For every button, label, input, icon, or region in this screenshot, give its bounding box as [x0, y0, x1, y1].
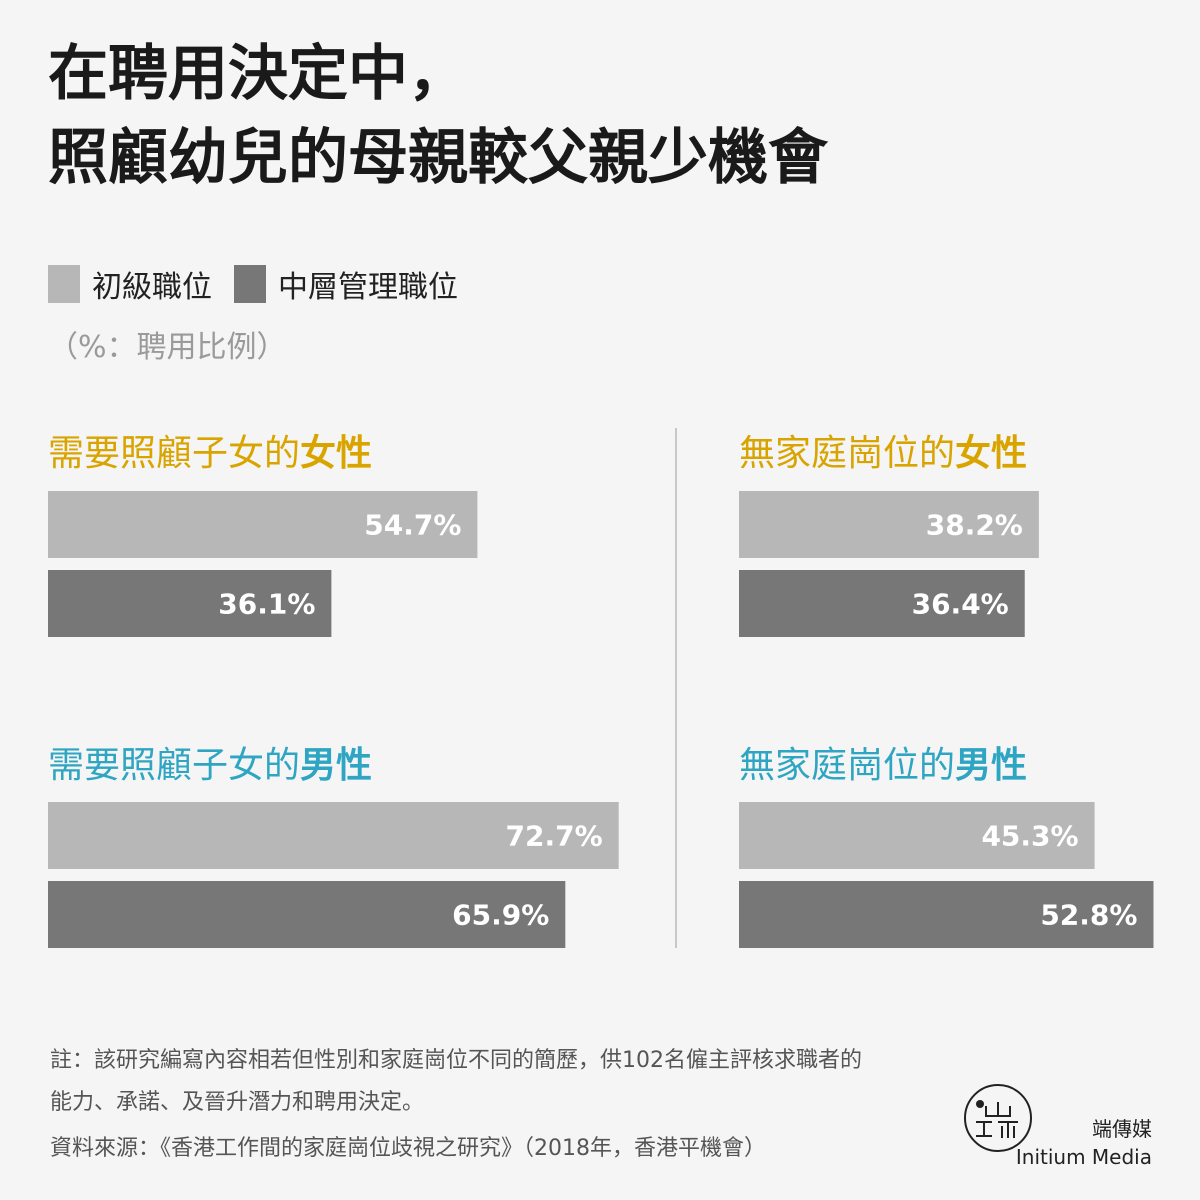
unit-label: （%：聘用比例）	[48, 330, 287, 365]
bar-0-1	[48, 570, 332, 637]
panel-title-emph-3: 男性	[955, 745, 1027, 786]
source-text: 資料來源：《香港工作間的家庭崗位歧視之研究》（2018年，香港平機會）	[50, 1136, 766, 1161]
panel-title-prefix-1: 無家庭崗位的	[739, 433, 955, 474]
panel-title-1: 無家庭崗位的女性	[739, 433, 1027, 474]
panel-title-0: 需要照顧子女的女性	[48, 433, 372, 474]
brand-name-zh: 端傳媒	[1092, 1117, 1152, 1141]
footnote-line-1: 註：該研究編寫內容相若但性別和家庭崗位不同的簡歷，供102名僱主評核求職者的	[50, 1048, 862, 1073]
panel-title-emph-1: 女性	[955, 433, 1027, 474]
legend-label-junior: 初級職位	[92, 270, 212, 305]
footnote: 註：該研究編寫內容相若但性別和家庭崗位不同的簡歷，供102名僱主評核求職者的 能…	[50, 1040, 970, 1124]
initium-logo-icon	[964, 1084, 1032, 1152]
bar-0-0	[48, 491, 478, 558]
title-line-2: 照顧幼兒的母親較父親少機會	[48, 123, 828, 193]
legend-item-middle: 中層管理職位	[234, 262, 458, 306]
bar-1-0	[739, 491, 1039, 558]
page-title: 在聘用決定中， 照顧幼兒的母親較父親少機會	[48, 32, 828, 200]
bar-3-0	[739, 802, 1095, 869]
footnote-line-2: 能力、承諾、及晉升潛力和聘用決定。	[50, 1090, 425, 1115]
legend-label-middle: 中層管理職位	[278, 270, 458, 305]
legend-swatch-middle	[234, 265, 266, 303]
bar-3-1	[739, 881, 1154, 948]
brand: 端傳媒 Initium Media	[1016, 1115, 1152, 1171]
panel-title-2: 需要照顧子女的男性	[48, 745, 372, 786]
panel-title-prefix-0: 需要照顧子女的	[48, 433, 300, 474]
panel-title-emph-2: 男性	[300, 745, 372, 786]
title-line-1: 在聘用決定中，	[48, 39, 468, 109]
panel-title-emph-0: 女性	[300, 433, 372, 474]
legend-item-junior: 初級職位	[48, 262, 212, 306]
bar-label-1-0: 38.2%	[926, 509, 1023, 542]
legend: 初級職位 中層管理職位	[48, 262, 480, 306]
panel-title-prefix-2: 需要照顧子女的	[48, 745, 300, 786]
bar-2-0	[48, 802, 619, 869]
bar-label-2-1: 65.9%	[452, 899, 549, 932]
brand-name-en: Initium Media	[1015, 1145, 1152, 1169]
bar-1-1	[739, 570, 1025, 637]
bar-2-1	[48, 881, 566, 948]
bar-label-2-0: 72.7%	[506, 820, 603, 853]
panel-divider	[675, 428, 677, 948]
bar-label-3-0: 45.3%	[981, 820, 1078, 853]
bar-label-0-1: 36.1%	[218, 588, 315, 621]
panel-title-prefix-3: 無家庭崗位的	[739, 745, 955, 786]
legend-swatch-junior	[48, 265, 80, 303]
bar-label-3-1: 52.8%	[1040, 899, 1137, 932]
bar-label-1-1: 36.4%	[912, 588, 1009, 621]
bar-label-0-0: 54.7%	[364, 509, 461, 542]
panel-title-3: 無家庭崗位的男性	[739, 745, 1027, 786]
